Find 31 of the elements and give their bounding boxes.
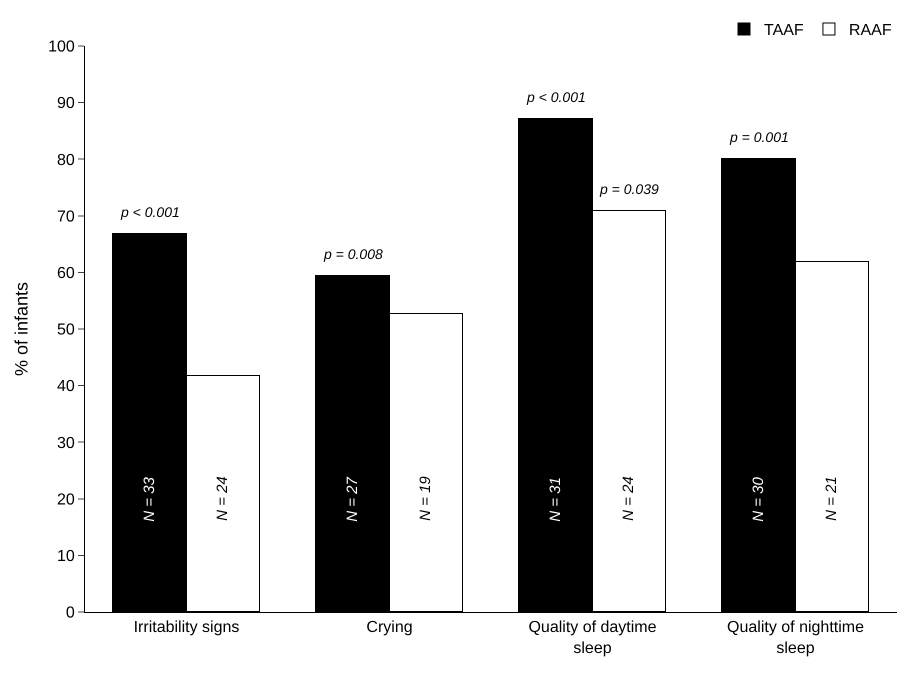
annotation: N = 27 — [344, 476, 362, 522]
annotation: p < 0.001 — [120, 204, 180, 220]
annotation: p = 0.008 — [323, 246, 383, 262]
y-tick-label: 90 — [57, 95, 75, 112]
legend-label: TAAF — [764, 22, 804, 40]
annotation: p = 0.001 — [729, 129, 789, 145]
y-tick-label: 30 — [57, 434, 75, 452]
annotation: N = 24 — [620, 476, 638, 521]
annotation: N = 21 — [823, 476, 840, 521]
x-tick-label: Quality of nighttime sleep — [727, 619, 864, 657]
y-tick-label: 100 — [48, 38, 75, 56]
y-tick-label: 70 — [57, 208, 75, 226]
y-tick-label: 20 — [57, 491, 75, 508]
y-tick-label: 40 — [57, 378, 75, 396]
y-tick-label: 50 — [57, 322, 75, 339]
annotation: p = 0.039 — [599, 181, 659, 197]
annotation: N = 33 — [141, 476, 158, 522]
annotation: N = 19 — [417, 476, 434, 521]
y-axis-title: % of infants — [11, 282, 32, 376]
y-tick-label: 60 — [57, 265, 75, 282]
x-tick-label: Crying — [366, 619, 413, 636]
annotation: N = 31 — [547, 477, 564, 522]
x-tick-label: Quality of daytime sleep — [528, 619, 657, 657]
annotation: N = 24 — [214, 476, 232, 521]
y-tick-label: 80 — [57, 152, 75, 169]
legend-label: RAAF — [848, 22, 892, 40]
y-tick-label: 10 — [57, 548, 75, 565]
x-tick-label: Irritability signs — [134, 619, 240, 636]
annotation: N = 30 — [750, 476, 768, 522]
annotation: p < 0.001 — [526, 89, 586, 105]
y-tick-label: 0 — [66, 604, 75, 622]
